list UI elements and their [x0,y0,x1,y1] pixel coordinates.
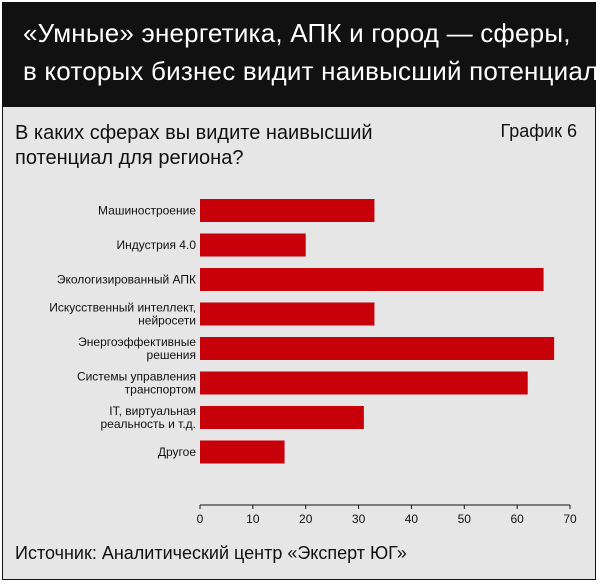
category-label: Системы управления [77,370,196,384]
category-label: Машиностроение [98,204,196,218]
bar [200,268,544,291]
category-label: IT, виртуальная [109,404,196,418]
category-label: Индустрия 4.0 [116,238,196,252]
bar [200,337,555,360]
x-tick-label: 50 [458,512,472,526]
header-title-line-1: «Умные» энергетика, АПК и город — сферы, [23,18,571,48]
bar [200,406,364,429]
category-label: Другое [158,445,196,459]
category-label: транспортом [125,383,196,397]
x-tick-label: 20 [299,512,313,526]
category-label: Искусственный интеллект, [49,301,196,315]
x-tick-label: 60 [510,512,524,526]
bar-chart: Машиностроение Индустрия 4.0 Экологизирова… [49,199,577,526]
bar [200,302,375,326]
x-tick-label: 0 [197,512,204,526]
category-label: нейросети [138,314,196,328]
bar [200,199,375,222]
category-label: Экологизированный АПК [57,273,196,287]
chart-number: График 6 [500,121,577,141]
bar [200,440,285,464]
header-banner: «Умные» энергетика, АПК и город — сферы,… [3,3,599,107]
header-title-line-2: в которых бизнес видит наивысший потенци… [23,56,599,86]
x-tick-label: 10 [246,512,260,526]
x-tick-label: 30 [352,512,366,526]
category-label: реальность и т.д. [100,417,196,431]
bar [200,371,528,395]
category-label: решения [147,348,196,362]
source-note: Источник: Аналитический центр «Эксперт Ю… [15,543,407,563]
x-tick-label: 70 [563,512,577,526]
survey-question: В каких сферах вы видите наивысший потен… [15,122,373,169]
bar [200,233,306,257]
category-label: Энергоэффективные [78,335,196,349]
x-tick-label: 40 [405,512,419,526]
